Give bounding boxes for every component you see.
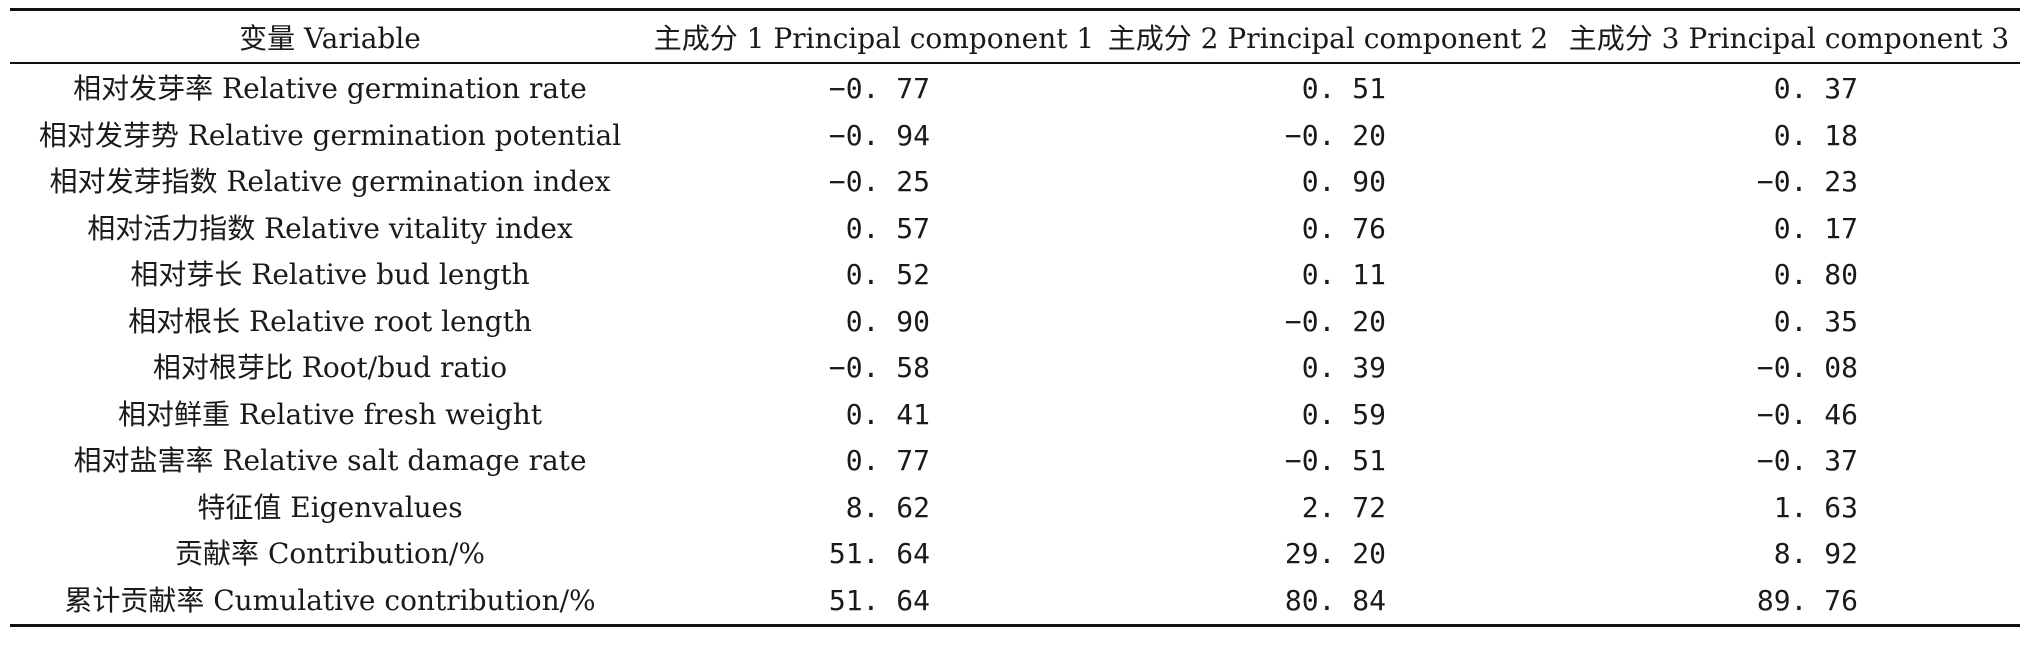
table-row: 相对鲜重 Relative fresh weight 0. 41 0. 59 −…: [10, 392, 2020, 439]
pc1-cell: 0. 57: [845, 211, 930, 245]
pc2-cell: 29. 20: [1284, 537, 1386, 570]
table-row: 特征值 Eigenvalues 8. 62 2. 72 1. 63: [10, 485, 2020, 532]
header-rule: [10, 62, 2020, 64]
header-variable: 变量 Variable: [239, 22, 421, 55]
pc3-cell: −0. 46: [1756, 397, 1858, 431]
pc1-cell: −0. 25: [828, 165, 930, 198]
variable-cell: 相对发芽指数 Relative germination index: [49, 165, 611, 198]
pc2-cell: 0. 51: [1301, 72, 1386, 105]
pc3-cell: −0. 37: [1756, 444, 1858, 477]
pc2-cell: −0. 51: [1284, 444, 1386, 477]
pc1-cell: 0. 52: [845, 258, 930, 291]
table-row: 相对盐害率 Relative salt damage rate 0. 77 −0…: [10, 438, 2020, 485]
pc2-cell: −0. 20: [1284, 118, 1386, 152]
pc3-cell: 0. 17: [1773, 211, 1858, 245]
variable-cell: 累计贡献率 Cumulative contribution/%: [64, 583, 596, 617]
variable-cell: 相对活力指数 Relative vitality index: [87, 211, 573, 245]
pc3-cell: 1. 63: [1773, 490, 1858, 524]
header-pc2: 主成分 2 Principal component 2: [1107, 22, 1549, 55]
variable-cell: 相对盐害率 Relative salt damage rate: [73, 444, 587, 477]
pc1-cell: 0. 90: [845, 304, 930, 338]
pc3-cell: 0. 80: [1773, 258, 1858, 291]
pc1-cell: −0. 77: [828, 72, 930, 105]
pc2-cell: 0. 11: [1301, 258, 1386, 291]
pc2-cell: 0. 59: [1301, 397, 1386, 431]
variable-cell: 相对鲜重 Relative fresh weight: [117, 397, 543, 431]
table-row: 贡献率 Contribution/% 51. 64 29. 20 8. 92: [10, 531, 2020, 578]
pc1-cell: −0. 58: [828, 351, 930, 384]
table-row: 相对根长 Relative root length 0. 90 −0. 20 0…: [10, 299, 2020, 346]
header-pc1: 主成分 1 Principal component 1: [653, 22, 1095, 55]
pc1-cell: −0. 94: [828, 118, 930, 152]
pc3-cell: 0. 18: [1773, 118, 1858, 152]
pc2-cell: 0. 39: [1301, 351, 1386, 384]
pc1-cell: 51. 64: [828, 537, 930, 570]
table-row: 相对发芽率 Relative germination rate −0. 77 0…: [10, 66, 2020, 113]
pc3-cell: −0. 08: [1756, 351, 1858, 384]
table-row: 相对发芽势 Relative germination potential −0.…: [10, 113, 2020, 160]
variable-cell: 相对芽长 Relative bud length: [130, 258, 530, 291]
pc3-cell: 0. 35: [1773, 304, 1858, 338]
pc2-cell: 0. 90: [1301, 165, 1386, 198]
pc1-cell: 0. 41: [845, 397, 930, 431]
variable-cell: 相对根长 Relative root length: [128, 304, 532, 338]
pc3-cell: 8. 92: [1773, 537, 1858, 570]
pc2-cell: 80. 84: [1284, 583, 1386, 617]
pc1-cell: 8. 62: [845, 490, 930, 524]
variable-cell: 相对根芽比 Root/bud ratio: [152, 351, 508, 384]
variable-cell: 贡献率 Contribution/%: [175, 537, 485, 570]
header-pc3: 主成分 3 Principal component 3: [1568, 22, 2010, 55]
header-row: 变量 Variable 主成分 1 Principal component 1 …: [10, 14, 2020, 64]
table-row: 累计贡献率 Cumulative contribution/% 51. 64 8…: [10, 578, 2020, 625]
variable-cell: 相对发芽率 Relative germination rate: [73, 72, 587, 105]
table-row: 相对活力指数 Relative vitality index 0. 57 0. …: [10, 206, 2020, 253]
bottom-rule: [10, 624, 2020, 627]
variable-cell: 相对发芽势 Relative germination potential: [38, 118, 622, 152]
top-rule: [10, 8, 2020, 11]
pc3-cell: −0. 23: [1756, 165, 1858, 198]
table-row: 相对芽长 Relative bud length 0. 52 0. 11 0. …: [10, 252, 2020, 299]
pc3-cell: 89. 76: [1756, 583, 1858, 617]
pc3-cell: 0. 37: [1773, 72, 1858, 105]
pc1-cell: 51. 64: [828, 583, 930, 617]
table-row: 相对根芽比 Root/bud ratio −0. 58 0. 39 −0. 08: [10, 345, 2020, 392]
pc2-cell: −0. 20: [1284, 304, 1386, 338]
table-row: 相对发芽指数 Relative germination index −0. 25…: [10, 159, 2020, 206]
pc2-cell: 0. 76: [1301, 211, 1386, 245]
variable-cell: 特征值 Eigenvalues: [197, 490, 463, 524]
pc2-cell: 2. 72: [1301, 490, 1386, 524]
pc1-cell: 0. 77: [845, 444, 930, 477]
